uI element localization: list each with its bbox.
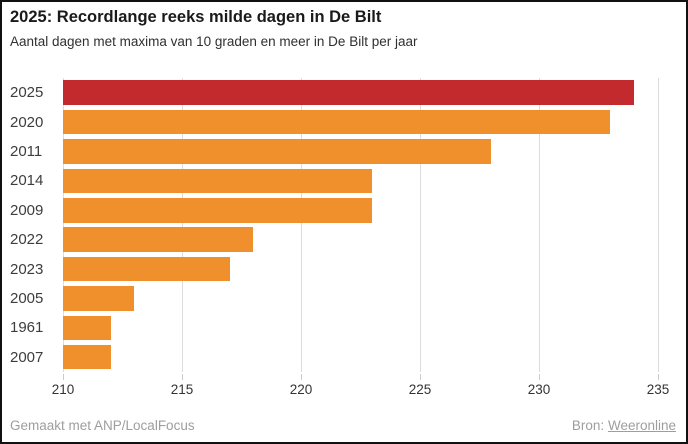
bar-2022	[63, 227, 254, 252]
chart-row-2020: 2020	[2, 107, 686, 136]
year-label-2014: 2014	[10, 172, 44, 190]
bar-2014	[63, 168, 373, 194]
year-label-2007: 2007	[10, 348, 44, 366]
year-label-2025: 2025	[10, 84, 44, 102]
bar-track-2014	[63, 168, 658, 194]
source-link[interactable]: Weeronline	[607, 418, 676, 433]
bar-track-2005	[63, 286, 658, 311]
chart-row-2009: 2009	[2, 196, 686, 225]
credit-text: Gemaakt met ANP/LocalFocus	[10, 418, 195, 433]
chart-row-2022: 2022	[2, 225, 686, 254]
chart-row-2025: 2025	[2, 78, 686, 107]
x-axis-label-220: 220	[289, 382, 313, 397]
chart-footer: Gemaakt met ANP/LocalFocus Bron: Weeronl…	[10, 418, 676, 433]
chart-row-2014: 2014	[2, 166, 686, 195]
bar-track-2022	[63, 227, 658, 252]
bar-2007	[63, 344, 111, 370]
x-axis-label-225: 225	[408, 382, 432, 397]
chart-row-2011: 2011	[2, 137, 686, 166]
x-axis-label-230: 230	[527, 382, 551, 397]
bar-track-2025	[63, 80, 658, 105]
axis-tick-230	[539, 374, 540, 380]
gridline-220	[301, 78, 302, 372]
x-axis-label-235: 235	[646, 382, 670, 397]
year-label-2005: 2005	[10, 289, 44, 307]
axis-tick-225	[420, 374, 421, 380]
bar-2005	[63, 286, 135, 311]
gridline-235	[658, 78, 659, 372]
source-text: Bron: Weeronline	[572, 418, 676, 433]
gridline-230	[539, 78, 540, 372]
year-label-2022: 2022	[10, 231, 44, 249]
chart-row-1961: 1961	[2, 313, 686, 342]
bar-2023	[63, 256, 230, 282]
bar-track-2011	[63, 139, 658, 164]
axis-tick-220	[301, 374, 302, 380]
chart-title: 2025: Recordlange reeks milde dagen in D…	[10, 8, 382, 26]
gridlines-layer: 210 215 220 225 230 235	[52, 78, 669, 397]
bar-track-2009	[63, 198, 658, 223]
bar-track-2007	[63, 344, 658, 370]
bar-2011	[63, 139, 492, 164]
bar-track-1961	[63, 315, 658, 341]
axis-tick-210	[63, 374, 64, 380]
year-label-2009: 2009	[10, 201, 44, 219]
x-axis-label-215: 215	[170, 382, 194, 397]
year-label-2020: 2020	[10, 113, 44, 131]
source-label: Bron:	[571, 418, 605, 433]
bar-2020	[63, 109, 611, 135]
bar-track-2020	[63, 109, 658, 135]
gridline-225	[420, 78, 421, 372]
bar-rows: 2025 2020 2011 2014 2009 2022 2023 2005 1961 2007	[2, 78, 686, 372]
year-label-2011: 2011	[10, 142, 43, 160]
chart-row-2005: 2005	[2, 284, 686, 313]
gridline-210	[63, 78, 64, 372]
bar-2009	[63, 198, 373, 223]
bar-1961	[63, 315, 111, 341]
axis-tick-215	[182, 374, 183, 380]
year-label-1961: 1961	[10, 319, 44, 337]
bar-2025	[63, 80, 635, 105]
chart-subtitle: Aantal dagen met maxima van 10 graden en…	[10, 34, 418, 49]
chart-row-2007: 2007	[2, 343, 686, 372]
x-axis-label-210: 210	[51, 382, 75, 397]
chart-row-2023: 2023	[2, 254, 686, 283]
bar-chart-plot-area: 210 215 220 225 230 235 2025 2020 2011 2014 2009 2…	[2, 78, 686, 397]
year-label-2023: 2023	[10, 260, 44, 278]
axis-tick-235	[658, 374, 659, 380]
bar-track-2023	[63, 256, 658, 282]
gridline-215	[182, 78, 183, 372]
